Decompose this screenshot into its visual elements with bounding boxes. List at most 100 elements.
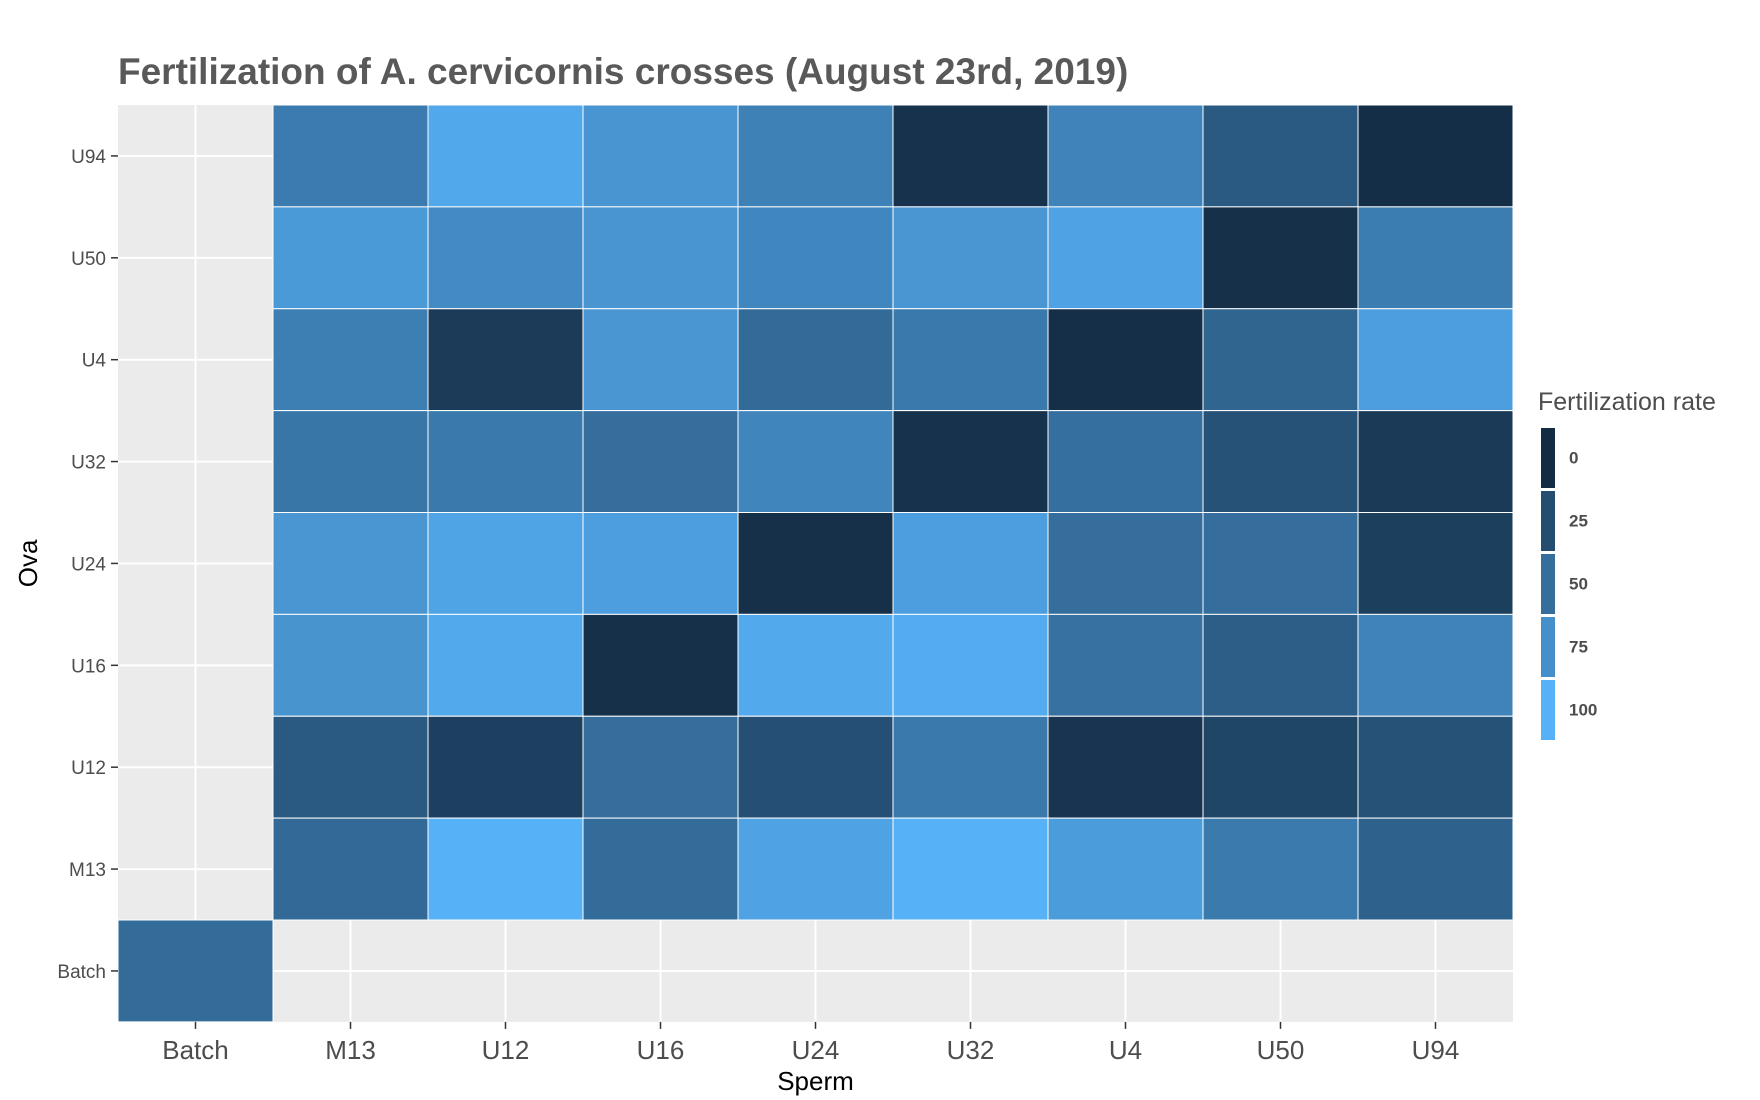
legend: Fertilization rate 0 25 50 75 100 xyxy=(1538,388,1716,740)
heatmap-cell xyxy=(1202,206,1359,310)
heatmap-cell xyxy=(1202,410,1359,513)
x-tick-label: U32 xyxy=(947,1035,995,1065)
heatmap-cell xyxy=(892,817,1049,921)
heatmap-cell xyxy=(1047,206,1204,310)
x-tick-label: U50 xyxy=(1257,1035,1305,1065)
heatmap-cell xyxy=(1202,512,1359,615)
legend-swatch xyxy=(1541,491,1555,551)
heatmap-cell xyxy=(427,308,584,412)
heatmap-cell xyxy=(1047,817,1204,921)
y-axis: U94 U50 U4 U32 U24 U16 U12 M13 Batch xyxy=(57,147,118,983)
heatmap-cells xyxy=(117,104,1514,1023)
x-tick-label: U4 xyxy=(1109,1035,1142,1065)
heatmap-cell xyxy=(272,206,429,310)
legend-swatch xyxy=(1541,617,1555,677)
y-axis-title: Ova xyxy=(13,539,43,587)
heatmap-cell xyxy=(272,104,429,208)
heatmap-cell xyxy=(272,308,429,412)
legend-swatch xyxy=(1541,554,1555,614)
y-tick-label: U94 xyxy=(71,147,106,168)
heatmap-cell xyxy=(892,613,1049,717)
heatmap-cell xyxy=(1357,206,1514,310)
y-tick-label: U4 xyxy=(82,351,107,372)
heatmap-cell xyxy=(117,919,274,1023)
heatmap-cell xyxy=(1047,410,1204,513)
heatmap-cell xyxy=(1357,308,1514,412)
heatmap-cell xyxy=(892,410,1049,513)
heatmap-cell xyxy=(582,410,739,513)
y-tick-label: U32 xyxy=(71,453,106,474)
heatmap-cell xyxy=(737,715,894,819)
legend-swatch xyxy=(1541,428,1555,488)
heatmap-cell xyxy=(1357,410,1514,513)
heatmap-cell xyxy=(737,613,894,717)
heatmap-cell xyxy=(1202,817,1359,921)
x-tick-label: U94 xyxy=(1412,1035,1460,1065)
legend-label: 25 xyxy=(1569,512,1588,531)
legend-label: 0 xyxy=(1569,449,1578,468)
heatmap-cell xyxy=(1202,613,1359,717)
y-tick-label: U24 xyxy=(71,554,106,575)
heatmap-cell xyxy=(737,512,894,615)
heatmap-cell xyxy=(1357,104,1514,208)
heatmap-cell xyxy=(1202,308,1359,412)
heatmap-cell xyxy=(427,410,584,513)
x-axis-title: Sperm xyxy=(777,1066,854,1096)
heatmap-cell xyxy=(582,308,739,412)
heatmap-cell xyxy=(1202,715,1359,819)
heatmap-cell xyxy=(582,715,739,819)
heatmap-cell xyxy=(737,817,894,921)
heatmap-cell xyxy=(1357,512,1514,615)
legend-title: Fertilization rate xyxy=(1538,388,1716,416)
heatmap-cell xyxy=(427,613,584,717)
y-tick-label: Batch xyxy=(57,962,106,983)
heatmap-cell xyxy=(582,512,739,615)
y-tick-label: M13 xyxy=(69,860,106,881)
heatmap-cell xyxy=(272,410,429,513)
x-axis: Batch M13 U12 U16 U24 U32 U4 U50 U94 xyxy=(162,1021,1460,1065)
heatmap-cell xyxy=(892,512,1049,615)
heatmap-cell xyxy=(1047,715,1204,819)
heatmap-cell xyxy=(582,817,739,921)
heatmap-cell xyxy=(272,512,429,615)
x-tick-label: M13 xyxy=(325,1035,376,1065)
heatmap-cell xyxy=(427,512,584,615)
heatmap-cell xyxy=(1202,104,1359,208)
heatmap-cell xyxy=(737,410,894,513)
heatmap-cell xyxy=(892,104,1049,208)
heatmap-cell xyxy=(272,613,429,717)
heatmap-cell xyxy=(582,104,739,208)
heatmap-cell xyxy=(1357,613,1514,717)
chart-title: Fertilization of A. cervicornis crosses … xyxy=(118,51,1128,92)
heatmap-cell xyxy=(737,104,894,208)
x-tick-label: Batch xyxy=(162,1035,229,1065)
legend-swatch xyxy=(1541,680,1555,740)
heatmap-cell xyxy=(427,104,584,208)
heatmap-cell xyxy=(737,206,894,310)
y-tick-label: U16 xyxy=(71,656,106,677)
heatmap-cell xyxy=(892,308,1049,412)
y-tick-label: U50 xyxy=(71,249,106,270)
heatmap-cell xyxy=(427,206,584,310)
heatmap-cell xyxy=(1047,512,1204,615)
heatmap-cell xyxy=(582,613,739,717)
x-tick-label: U16 xyxy=(637,1035,685,1065)
heatmap-cell xyxy=(272,817,429,921)
heatmap-cell xyxy=(582,206,739,310)
heatmap-cell xyxy=(427,715,584,819)
heatmap-cell xyxy=(1047,308,1204,412)
heatmap-cell xyxy=(272,715,429,819)
heatmap-cell xyxy=(1047,613,1204,717)
heatmap-cell xyxy=(1357,715,1514,819)
heatmap-cell xyxy=(1357,817,1514,921)
heatmap-cell xyxy=(737,308,894,412)
x-tick-label: U24 xyxy=(792,1035,840,1065)
heatmap-cell xyxy=(892,715,1049,819)
y-tick-label: U12 xyxy=(71,758,106,779)
legend-label: 50 xyxy=(1569,575,1588,594)
x-tick-label: U12 xyxy=(482,1035,530,1065)
heatmap-cell xyxy=(892,206,1049,310)
legend-label: 75 xyxy=(1569,638,1588,657)
heatmap-cell xyxy=(1047,104,1204,208)
